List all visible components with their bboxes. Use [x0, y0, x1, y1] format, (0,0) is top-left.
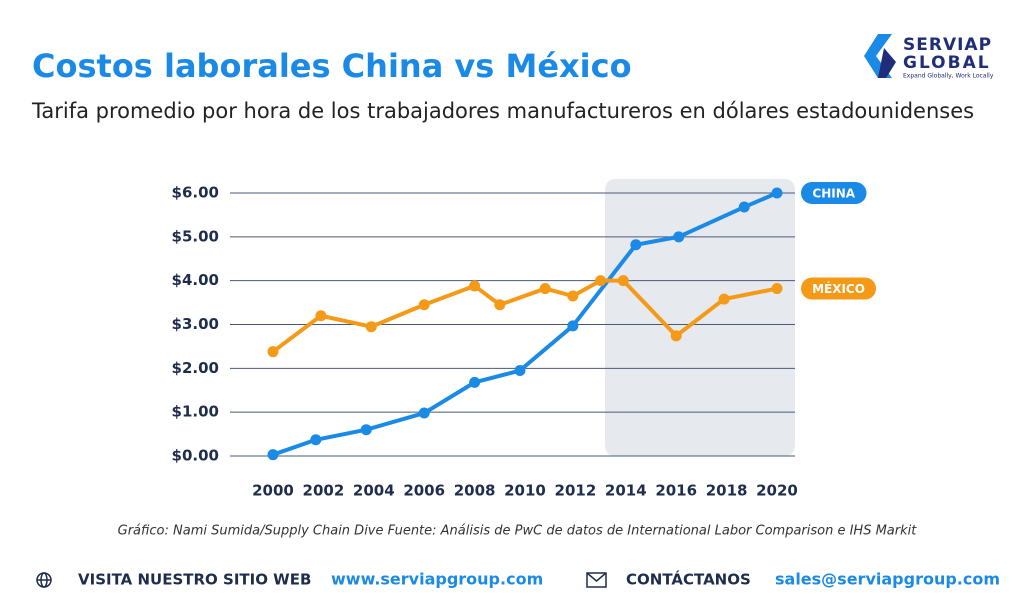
data-point: [567, 320, 579, 332]
data-point: [595, 275, 607, 287]
x-tick-label: 2006: [403, 482, 445, 500]
y-tick-label: $3.00: [172, 315, 219, 333]
data-point: [267, 449, 279, 461]
x-tick-label: 2018: [706, 482, 748, 500]
y-tick-label: $1.00: [172, 403, 219, 421]
data-point: [514, 365, 526, 377]
logo-text: SERVIAP: [903, 35, 992, 55]
data-point: [738, 201, 750, 213]
y-tick-label: $5.00: [172, 227, 219, 245]
data-point: [315, 310, 327, 322]
data-point: [418, 299, 430, 311]
x-tick-label: 2002: [303, 482, 345, 500]
logo: SERVIAP GLOBAL Expand Globally, Work Loc…: [864, 34, 994, 80]
logo-mark: [864, 34, 892, 78]
data-point: [360, 424, 372, 436]
data-point: [539, 283, 551, 295]
y-tick-label: $4.00: [172, 271, 219, 289]
x-tick-label: 2010: [504, 482, 546, 500]
legend-pill: [801, 277, 876, 300]
data-point: [673, 231, 685, 243]
footer-label: VISITA NUESTRO SITIO WEB: [78, 571, 311, 589]
email-link[interactable]: sales@serviapgroup.com: [775, 570, 1000, 589]
data-point: [718, 293, 730, 305]
logo-tagline: Expand Globally, Work Locally: [903, 73, 994, 80]
x-tick-label: 2008: [454, 482, 496, 500]
x-tick-label: 2004: [353, 482, 395, 500]
legend-label: CHINA: [812, 187, 855, 201]
x-tick-label: 2020: [756, 482, 798, 500]
plot: $0.00 $1.00 $2.00 $3.00 $4.00 $5.00 $6.00 2000 2…: [172, 182, 876, 500]
mail-icon: [586, 572, 607, 588]
data-point: [494, 299, 506, 311]
data-point: [469, 376, 481, 388]
data-point: [469, 280, 481, 292]
website-link[interactable]: www.serviapgroup.com: [331, 570, 543, 589]
data-point: [630, 239, 642, 251]
x-tick-label: 2016: [655, 482, 697, 500]
x-tick-label: 2000: [252, 482, 294, 500]
data-point: [771, 283, 783, 295]
source-note: Gráfico: Nami Sumida/Supply Chain Dive F…: [118, 524, 918, 539]
chart-subtitle: Tarifa promedio por hora de los trabajad…: [31, 99, 974, 123]
chart-title: Costos laborales China vs México: [32, 47, 632, 85]
x-tick-label: 2012: [555, 482, 597, 500]
data-point: [418, 407, 430, 419]
data-point: [771, 187, 783, 199]
data-point: [670, 330, 682, 342]
footer: VISITA NUESTRO SITIO WEB www.serviapgrou…: [36, 570, 1000, 589]
data-point: [567, 290, 579, 302]
logo-text: GLOBAL: [903, 53, 991, 73]
logo-mark: [878, 48, 896, 78]
data-point: [365, 321, 377, 333]
footer-label: CONTÁCTANOS: [626, 570, 751, 589]
data-point: [310, 434, 322, 446]
globe-icon: [36, 572, 52, 588]
data-point: [267, 346, 279, 358]
x-tick-label: 2014: [605, 482, 647, 500]
legend-label: MÉXICO: [812, 281, 865, 296]
data-point: [617, 275, 629, 287]
y-tick-label: $6.00: [172, 184, 219, 202]
y-tick-label: $2.00: [172, 359, 219, 377]
y-tick-label: $0.00: [172, 447, 219, 465]
legend-pill: [801, 182, 867, 204]
